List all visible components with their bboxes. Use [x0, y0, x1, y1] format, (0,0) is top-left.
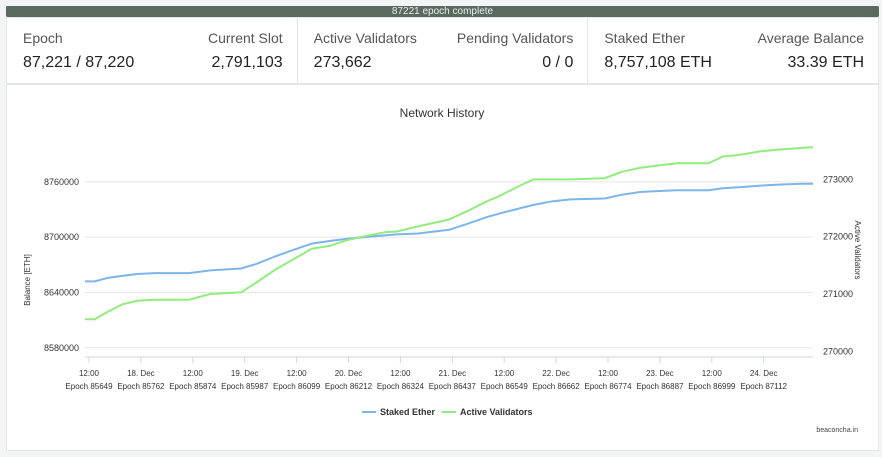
x-axis-tick-label: 19. Dec [231, 369, 259, 378]
x-axis-tick-label: 12:00 [598, 369, 619, 378]
validators-card: Active Validators 273,662 Pending Valida… [298, 18, 589, 83]
y-axis-left-tick: 8700000 [44, 232, 79, 242]
x-axis-tick-epoch: Epoch 86662 [533, 382, 581, 391]
x-axis-tick-label: 22. Dec [542, 369, 570, 378]
y-axis-right-tick: 270000 [823, 346, 853, 356]
y-axis-left-tick: 8580000 [44, 343, 79, 353]
active-validators-label: Active Validators [313, 30, 417, 46]
active-validators-stat: Active Validators 273,662 [314, 30, 417, 83]
x-axis-tick-epoch: Epoch 86099 [273, 382, 321, 391]
y-axis-left: 8580000 8640000 8700000 8760000 [44, 177, 79, 353]
x-axis-tick-epoch: Epoch 86212 [325, 382, 373, 391]
legend-item[interactable]: Staked Ether [380, 407, 436, 417]
y-axis-left-title: Balance [ETH] [23, 254, 32, 306]
y-axis-right-tick: 272000 [823, 232, 853, 242]
x-axis-tick-label: 12:00 [390, 369, 411, 378]
x-axis-tick-epoch: Epoch 86887 [636, 382, 684, 391]
x-axis-tick-label: 12:00 [183, 369, 204, 378]
network-history-chart: Network History 8580000 8640000 8700000 876… [23, 106, 862, 417]
x-axis-tick-label: 18. Dec [127, 369, 155, 378]
epoch-value: 87,221 / 87,220 [23, 54, 135, 71]
x-axis-tick-label: 23. Dec [646, 369, 674, 378]
x-axis-tick-epoch: Epoch 86324 [377, 382, 425, 391]
ether-card: Staked Ether 8,757,108 ETH Average Balan… [588, 18, 878, 83]
x-axis: 12:00 Epoch 85649 18. Dec Epoch 85762 12:00 E… [65, 356, 813, 391]
x-axis-tick-label: 21. Dec [439, 369, 467, 378]
average-balance-stat: Average Balance 33.39 ETH [758, 30, 864, 83]
x-axis-tick-label: 12:00 [79, 369, 100, 378]
credit-label: beaconcha.in [816, 427, 858, 434]
epoch-progress-fill [6, 6, 879, 17]
y-axis-left-tick: 8640000 [44, 287, 79, 297]
x-axis-tick-epoch: Epoch 85874 [169, 382, 217, 391]
y-axis-left-tick: 8760000 [44, 177, 79, 187]
y-axis-right-tick: 273000 [823, 174, 853, 184]
legend-item[interactable]: Active Validators [460, 407, 533, 417]
staked-ether-label: Staked Ether [604, 30, 686, 46]
y-axis-right: 270000 271000 272000 273000 [823, 174, 853, 356]
x-axis-tick-label: 24. Dec [750, 369, 778, 378]
x-axis-tick-epoch: Epoch 86774 [584, 382, 632, 391]
current-slot-label: Current Slot [207, 30, 283, 46]
series-line-active-validators [85, 146, 814, 321]
y-axis-right-tick: 271000 [823, 289, 853, 299]
x-axis-tick-epoch: Epoch 85762 [117, 382, 165, 391]
x-axis-tick-label: 12:00 [287, 369, 308, 378]
average-balance-value: 33.39 ETH [787, 54, 865, 71]
x-axis-tick-label: 12:00 [702, 369, 723, 378]
epoch-stat: Epoch 87,221 / 87,220 [23, 30, 134, 83]
epoch-progress-bar: 87221 epoch complete [6, 6, 879, 17]
epoch-label: Epoch [23, 30, 63, 46]
pending-validators-stat: Pending Validators 0 / 0 [457, 30, 573, 83]
pending-validators-value: 0 / 0 [542, 54, 574, 71]
staked-ether-value: 8,757,108 ETH [604, 54, 712, 71]
chart-title: Network History [400, 106, 485, 120]
chart-series [85, 146, 814, 321]
current-slot-value: 2,791,103 [211, 54, 283, 71]
x-axis-tick-epoch: Epoch 87112 [740, 382, 787, 391]
current-slot-stat: Current Slot 2,791,103 [208, 30, 283, 83]
x-axis-tick-epoch: Epoch 85987 [221, 382, 269, 391]
epoch-slot-card: Epoch 87,221 / 87,220 Current Slot 2,791… [7, 18, 298, 83]
x-axis-tick-epoch: Epoch 86437 [429, 382, 477, 391]
staked-ether-stat: Staked Ether 8,757,108 ETH [604, 30, 712, 83]
active-validators-value: 273,662 [313, 54, 372, 71]
chart-legend[interactable]: Staked Ether Active Validators [362, 407, 533, 417]
pending-validators-label: Pending Validators [456, 30, 574, 46]
x-axis-tick-label: 20. Dec [335, 369, 363, 378]
chart-gridlines [85, 181, 813, 349]
epoch-progress-label: 87221 epoch complete [391, 6, 494, 17]
x-axis-tick-label: 12:00 [494, 369, 515, 378]
average-balance-label: Average Balance [757, 30, 865, 46]
network-stats-panel: Epoch 87,221 / 87,220 Current Slot 2,791… [6, 17, 879, 84]
series-line-staked-ether [85, 182, 813, 283]
y-axis-right-title: Active Validators [853, 221, 862, 280]
x-axis-tick-epoch: Epoch 86549 [481, 382, 529, 391]
x-axis-tick-epoch: Epoch 85649 [65, 382, 113, 391]
x-axis-tick-epoch: Epoch 86999 [688, 382, 736, 391]
network-history-panel: Network History 8580000 8640000 8700000 876… [6, 84, 879, 451]
